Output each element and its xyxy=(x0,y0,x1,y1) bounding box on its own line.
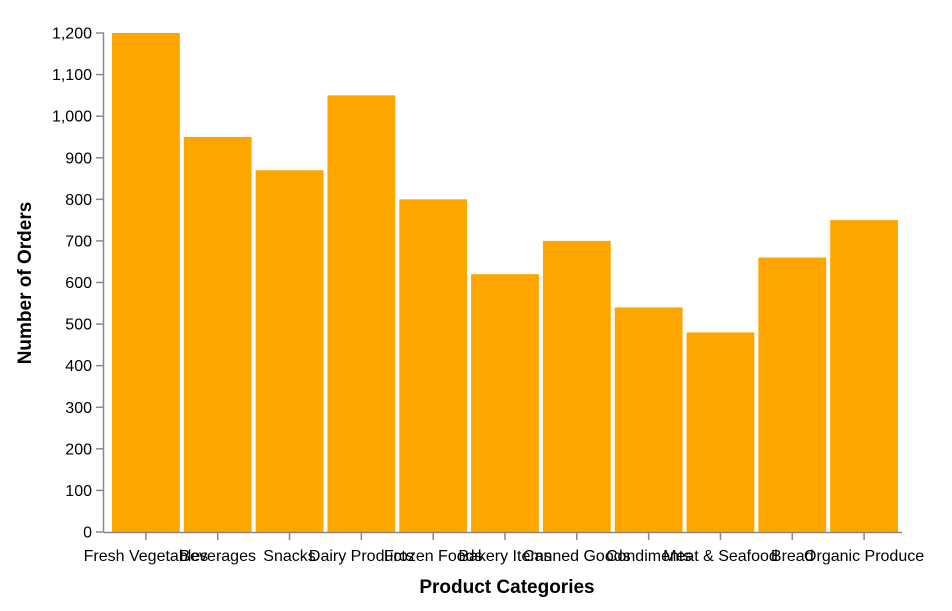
x-axis-title: Product Categories xyxy=(419,577,594,598)
y-tick-label: 1,200 xyxy=(52,26,92,43)
y-tick-label: 100 xyxy=(65,483,92,500)
x-tick-label: Bakery Items xyxy=(458,548,551,565)
x-tick-label: Bread xyxy=(771,548,814,565)
bar-fresh-vegetables xyxy=(112,33,180,532)
x-tick-label: Fresh Vegetables xyxy=(84,548,209,565)
x-tick-label: Condiments xyxy=(606,548,691,565)
y-axis: 0 100 200 300 400 500 600 700 800 900 1,000 1,100 1,… xyxy=(52,26,105,542)
y-tick-label: 0 xyxy=(83,525,92,542)
bar-organic-produce xyxy=(830,220,898,533)
y-tick-label: 500 xyxy=(65,317,92,334)
y-tick-label: 1,100 xyxy=(52,67,92,84)
x-tick-label: Snacks xyxy=(263,548,315,565)
bars-layer xyxy=(112,33,898,533)
y-tick-label: 400 xyxy=(65,358,92,375)
x-tick-label: Meat & Seafood xyxy=(663,548,778,565)
y-tick-label: 800 xyxy=(65,192,92,209)
bar-condiments xyxy=(614,307,683,532)
y-tick-label: 200 xyxy=(65,441,92,458)
bar-canned-goods xyxy=(542,240,611,533)
y-tick-label: 700 xyxy=(65,233,92,250)
y-tick-label: 600 xyxy=(65,275,92,292)
bar-bread xyxy=(758,257,827,532)
x-tick-label: Frozen Foods xyxy=(384,548,483,565)
y-axis-title: Number of Orders xyxy=(15,202,36,365)
bar-dairy-products xyxy=(327,95,396,533)
y-tick-label: 900 xyxy=(65,150,92,167)
x-tick-label: Beverages xyxy=(179,548,256,565)
x-tick-label: Dairy Products xyxy=(309,548,414,565)
y-tick-label: 300 xyxy=(65,400,92,417)
x-tick-label: Organic Produce xyxy=(804,548,924,565)
x-tick-label: Canned Goods xyxy=(523,548,631,565)
bar-snacks xyxy=(255,170,324,533)
bar-meat-seafood xyxy=(686,332,755,532)
bar-frozen-foods xyxy=(399,199,468,532)
bar-bakery-items xyxy=(471,274,539,532)
y-tick-label: 1,000 xyxy=(52,109,92,126)
bar-beverages xyxy=(183,136,252,532)
